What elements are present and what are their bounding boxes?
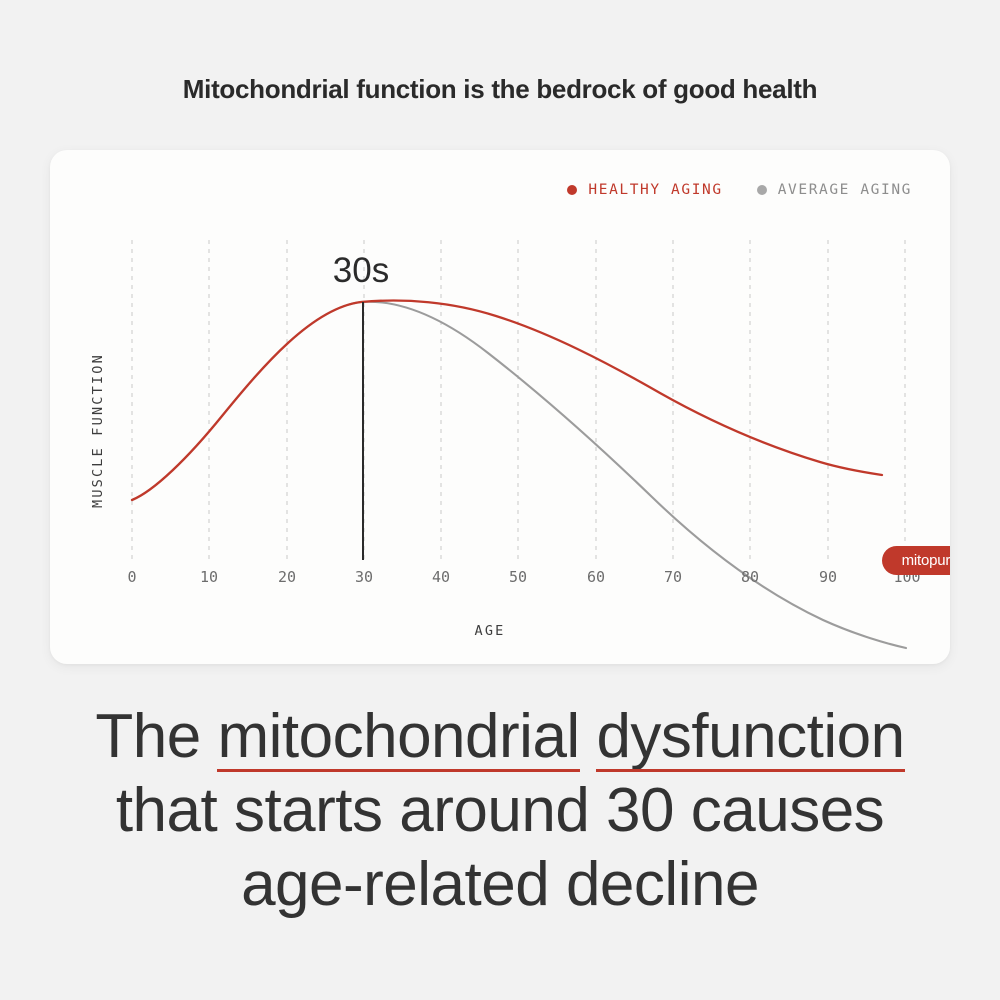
legend-label-healthy-aging: HEALTHY AGING xyxy=(588,182,723,198)
caption-underlined-mitochondrial: mitochondrial xyxy=(217,700,580,774)
x-tick-60: 60 xyxy=(587,568,605,586)
legend-dot-average-icon xyxy=(756,185,767,195)
x-tick-0: 0 xyxy=(127,568,136,586)
caption-underlined-dysfunction: dysfunction xyxy=(596,700,905,774)
x-tick-10: 10 xyxy=(200,568,218,586)
page-title: Mitochondrial function is the bedrock of… xyxy=(182,74,818,104)
annotation-30s: 30s xyxy=(333,251,389,290)
caption-line-1: The mitochondrial dysfunction xyxy=(0,700,1000,774)
grid-lines xyxy=(131,240,906,560)
mitopure-badge-label: mitopure ® xyxy=(902,552,950,569)
chart-legend: HEALTHY AGING AVERAGE AGING xyxy=(567,182,912,198)
mitopure-badge-text: mitopure xyxy=(901,552,950,569)
x-tick-80: 80 xyxy=(741,568,759,586)
x-tick-70: 70 xyxy=(664,568,682,586)
caption-line1-prefix: The xyxy=(95,702,218,771)
mitopure-badge[interactable]: mitopure ® xyxy=(882,546,950,575)
caption-block: The mitochondrial dysfunction that start… xyxy=(0,700,1000,922)
x-tick-50: 50 xyxy=(509,568,527,586)
x-axis-label: AGE xyxy=(475,623,506,639)
x-tick-40: 40 xyxy=(432,568,450,586)
legend-label-average-aging: AVERAGE AGING xyxy=(777,182,912,198)
series-healthy-aging-render xyxy=(130,299,884,502)
caption-line-2: that starts around 30 causes xyxy=(115,776,885,845)
legend-dot-healthy-icon xyxy=(567,185,578,195)
x-tick-90: 90 xyxy=(819,568,837,586)
legend-item-average-aging[interactable]: AVERAGE AGING xyxy=(756,182,912,198)
chart-plot: 30s 0 10 20 30 40 50 60 70 80 90 100 AGE… xyxy=(90,240,921,650)
legend-item-healthy-aging[interactable]: HEALTHY AGING xyxy=(567,182,722,198)
x-tick-20: 20 xyxy=(278,568,296,586)
chart-card: HEALTHY AGING AVERAGE AGING xyxy=(50,150,950,664)
caption-line1-space xyxy=(580,702,597,771)
x-tick-30: 30 xyxy=(355,568,373,586)
y-axis-label: MUSCLE FUNCTION xyxy=(90,353,106,508)
caption-line-3: age-related decline xyxy=(241,850,759,919)
